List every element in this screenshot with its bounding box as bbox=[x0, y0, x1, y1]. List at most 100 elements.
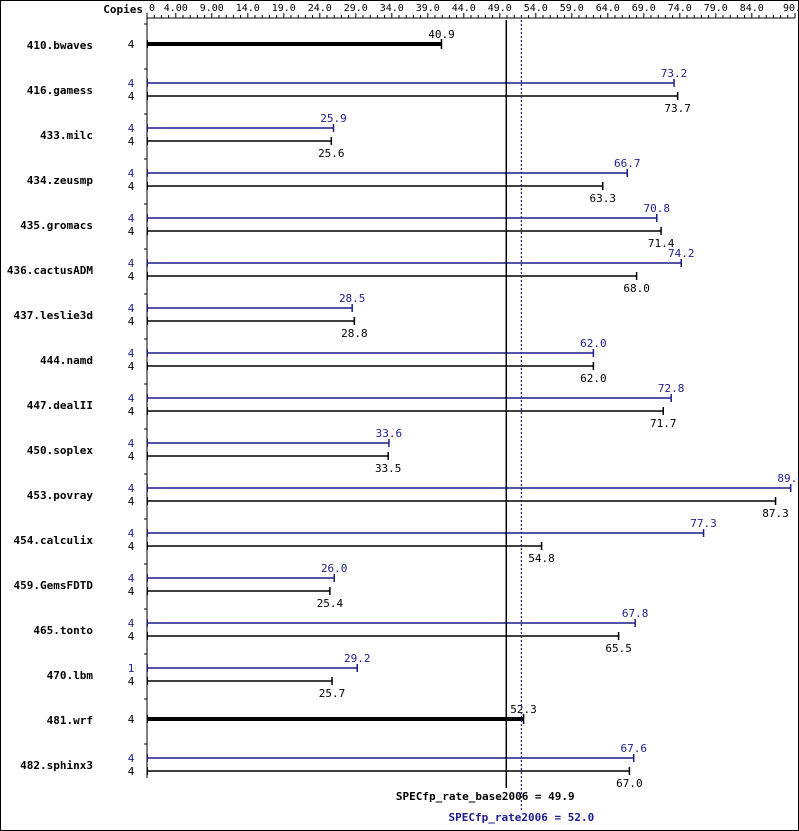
base-copies-label: 4 bbox=[128, 765, 135, 778]
benchmark-label: 453.povray bbox=[27, 489, 94, 502]
peak-copies-label: 4 bbox=[128, 527, 135, 540]
base-copies-label: 4 bbox=[128, 225, 135, 238]
base-value-label: 54.8 bbox=[528, 552, 555, 565]
peak-copies-label: 4 bbox=[128, 437, 135, 450]
peak-value-label: 26.0 bbox=[321, 562, 348, 575]
base-value-label: 71.7 bbox=[650, 417, 677, 430]
peak-value-label: 62.0 bbox=[580, 337, 607, 350]
peak-copies-label: 4 bbox=[128, 752, 135, 765]
x-tick-label: 39.0 bbox=[416, 3, 440, 14]
x-tick-label: 34.0 bbox=[380, 3, 404, 14]
base-copies-label: 4 bbox=[128, 585, 135, 598]
base-copies-label: 4 bbox=[128, 630, 135, 643]
peak-copies-label: 4 bbox=[128, 302, 135, 315]
peak-copies-label: 4 bbox=[128, 257, 135, 270]
base-value-label: 67.0 bbox=[616, 777, 643, 790]
base-value-label: 25.6 bbox=[318, 147, 345, 160]
base-copies-label: 4 bbox=[128, 180, 135, 193]
base-value-label: 87.3 bbox=[762, 507, 789, 520]
base-copies-label: 4 bbox=[128, 270, 135, 283]
peak-reference-label: SPECfp_rate2006 = 52.0 bbox=[449, 811, 595, 824]
base-copies-label: 4 bbox=[128, 315, 135, 328]
peak-value-label: 74.2 bbox=[668, 247, 695, 260]
x-tick-label: 19.0 bbox=[272, 3, 296, 14]
benchmark-label: 437.leslie3d bbox=[14, 309, 93, 322]
benchmark-label: 470.lbm bbox=[47, 669, 94, 682]
base-value-label: 28.8 bbox=[341, 327, 368, 340]
peak-value-label: 29.2 bbox=[344, 652, 371, 665]
base-copies-label: 4 bbox=[128, 90, 135, 103]
peak-value-label: 67.6 bbox=[620, 742, 647, 755]
base-value-label: 68.0 bbox=[623, 282, 650, 295]
x-tick-label: 44.0 bbox=[452, 3, 476, 14]
base-copies-label: 4 bbox=[128, 450, 135, 463]
peak-copies-label: 4 bbox=[128, 392, 135, 405]
peak-copies-label: 4 bbox=[128, 212, 135, 225]
benchmark-label: 410.bwaves bbox=[27, 39, 93, 52]
base-value-label: 25.4 bbox=[317, 597, 344, 610]
benchmark-label: 465.tonto bbox=[33, 624, 93, 637]
base-value-label: 33.5 bbox=[375, 462, 402, 475]
combined-value-label: 52.3 bbox=[510, 703, 537, 716]
x-tick-label: 74.0 bbox=[668, 3, 692, 14]
peak-copies-label: 4 bbox=[128, 617, 135, 630]
base-reference-label: SPECfp_rate_base2006 = 49.9 bbox=[396, 790, 575, 803]
peak-value-label: 77.3 bbox=[690, 517, 717, 530]
peak-copies-label: 1 bbox=[128, 662, 135, 675]
benchmark-label: 482.sphinx3 bbox=[20, 759, 93, 772]
peak-value-label: 89.4 bbox=[777, 472, 799, 485]
benchmark-label: 436.cactusADM bbox=[7, 264, 93, 277]
base-copies-label: 4 bbox=[128, 675, 135, 688]
x-tick-label: 24.0 bbox=[308, 3, 332, 14]
peak-value-label: 25.9 bbox=[320, 112, 347, 125]
benchmark-label: 416.gamess bbox=[27, 84, 93, 97]
x-tick-label: 4.00 bbox=[164, 3, 188, 14]
peak-copies-label: 4 bbox=[128, 77, 135, 90]
peak-copies-label: 4 bbox=[128, 167, 135, 180]
x-tick-label: 49.0 bbox=[488, 3, 512, 14]
benchmark-label: 454.calculix bbox=[14, 534, 94, 547]
base-value-label: 25.7 bbox=[319, 687, 346, 700]
base-copies-label: 4 bbox=[128, 360, 135, 373]
peak-value-label: 72.8 bbox=[658, 382, 685, 395]
x-tick-label: 14.0 bbox=[236, 3, 260, 14]
base-copies-label: 4 bbox=[128, 135, 135, 148]
peak-value-label: 28.5 bbox=[339, 292, 366, 305]
x-tick-label: 29.0 bbox=[344, 3, 368, 14]
base-value-label: 62.0 bbox=[580, 372, 607, 385]
benchmark-label: 459.GemsFDTD bbox=[14, 579, 94, 592]
peak-value-label: 70.8 bbox=[644, 202, 671, 215]
base-value-label: 65.5 bbox=[605, 642, 632, 655]
x-tick-label: 79.0 bbox=[704, 3, 728, 14]
benchmark-label: 444.namd bbox=[40, 354, 93, 367]
base-copies-label: 4 bbox=[128, 495, 135, 508]
benchmark-label: 450.soplex bbox=[27, 444, 94, 457]
base-value-label: 71.4 bbox=[648, 237, 675, 250]
base-value-label: 63.3 bbox=[590, 192, 617, 205]
peak-copies-label: 4 bbox=[128, 347, 135, 360]
combined-copies-label: 4 bbox=[128, 38, 135, 51]
combined-value-label: 40.9 bbox=[428, 28, 455, 41]
x-tick-label: 54.0 bbox=[524, 3, 548, 14]
copies-header: Copies bbox=[103, 3, 143, 16]
x-tick-label: 9.00 bbox=[200, 3, 224, 14]
peak-value-label: 73.2 bbox=[661, 67, 688, 80]
benchmark-label: 435.gromacs bbox=[20, 219, 93, 232]
x-tick-label: 90.0 bbox=[783, 3, 799, 14]
benchmark-label: 447.dealII bbox=[27, 399, 93, 412]
combined-copies-label: 4 bbox=[128, 713, 135, 726]
peak-copies-label: 4 bbox=[128, 572, 135, 585]
benchmark-label: 481.wrf bbox=[47, 714, 93, 727]
x-tick-label: 0 bbox=[149, 3, 155, 14]
peak-copies-label: 4 bbox=[128, 482, 135, 495]
x-tick-label: 69.0 bbox=[632, 3, 656, 14]
benchmark-label: 433.milc bbox=[40, 129, 93, 142]
x-tick-label: 64.0 bbox=[596, 3, 620, 14]
base-value-label: 73.7 bbox=[664, 102, 691, 115]
peak-value-label: 67.8 bbox=[622, 607, 649, 620]
x-tick-label: 84.0 bbox=[740, 3, 764, 14]
peak-copies-label: 4 bbox=[128, 122, 135, 135]
peak-value-label: 33.6 bbox=[376, 427, 403, 440]
base-copies-label: 4 bbox=[128, 405, 135, 418]
